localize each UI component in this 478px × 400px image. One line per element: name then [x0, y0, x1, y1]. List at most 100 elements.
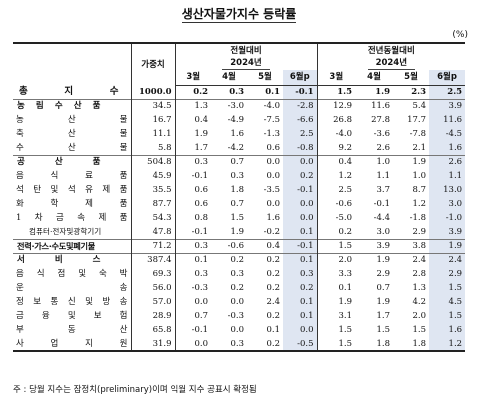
yoy-cell: 2.9 — [412, 226, 427, 237]
yoy-cell: 9.2 — [316, 141, 356, 155]
mom-cell: -0.8 — [283, 141, 318, 155]
weight-cell: 35.5 — [130, 183, 175, 197]
mom-month-current: 6월p — [283, 70, 318, 86]
mom-cell: 0.7 — [230, 199, 244, 209]
yoy-cell: -4.4 — [373, 213, 391, 223]
weight-cell: 71.2 — [130, 238, 175, 253]
mom-month: 5월 — [247, 70, 283, 86]
mom-month: 3월 — [174, 70, 211, 86]
mom-cell: -0.3 — [174, 281, 211, 295]
yoy-cell: 13.0 — [429, 183, 466, 197]
yoy-cell: 1.0 — [412, 171, 427, 181]
mom-cell: 1.3 — [174, 98, 211, 113]
yoy-cell: 1.9 — [429, 238, 466, 253]
yoy-cell: 3.9 — [429, 98, 466, 113]
yoy-cell: 1.2 — [316, 169, 356, 183]
yoy-cell: 1.8 — [393, 337, 430, 352]
mom-cell: 0.7 — [174, 309, 211, 323]
mom-cell: 0.2 — [266, 283, 280, 293]
yoy-cell: 1.5 — [376, 325, 391, 335]
table-row: 총 지 수 1000.0 0.2 0.3 0.1 -0.1 1.5 1.9 2.3 2.5 — [13, 85, 466, 99]
row-label: 전력·가스·수도및폐기물 — [13, 238, 131, 253]
mom-cell: 0.0 — [266, 199, 280, 209]
table-row: 음 식 점 및 숙 박 69.3 0.3 0.3 0.2 0.3 3.3 2.9 2.8 2.9 — [13, 267, 466, 281]
table-row: 석 탄 및 석 유 제 품 35.5 0.6 1.8 -3.5 -0.1 2.5 3.7 8.7… — [13, 183, 466, 197]
mom-cell: 0.0 — [283, 211, 318, 225]
mom-cell: 0.1 — [265, 87, 280, 97]
mom-cell: 0.2 — [230, 283, 244, 293]
yoy-cell: 5.4 — [393, 98, 430, 113]
yoy-cell: 1.6 — [429, 141, 466, 155]
mom-cell: 0.8 — [174, 211, 211, 225]
yoy-cell: 2.6 — [429, 154, 466, 169]
mom-cell: 0.6 — [266, 142, 280, 153]
yoy-cell: -1.0 — [429, 211, 466, 225]
mom-cell: -0.1 — [283, 85, 318, 99]
yoy-cell: 2.5 — [429, 85, 466, 99]
mom-cell: 0.2 — [266, 269, 280, 279]
mom-cell: 0.3 — [211, 337, 247, 352]
row-label: 음 식 료 품 — [16, 171, 128, 181]
yoy-cell: 3.3 — [316, 267, 356, 281]
table-row: 1 차 금 속 제 품 54.3 0.8 1.5 1.6 0.0 -5.0 -4.4 -1.8-… — [13, 211, 466, 225]
mom-cell: 0.3 — [230, 171, 244, 181]
mom-header: 전월대비 — [174, 42, 318, 57]
mom-cell: -2.8 — [283, 98, 318, 113]
weight-cell: 16.7 — [130, 113, 175, 127]
footnote: 주 : 당월 지수는 잠정치(preliminary)이며 익월 지수 공표시 … — [13, 385, 257, 395]
weight-cell: 87.7 — [130, 197, 175, 211]
yoy-cell: 1.9 — [375, 87, 391, 97]
mom-cell: -0.1 — [174, 323, 211, 337]
yoy-cell: 1.1 — [429, 169, 466, 183]
yoy-cell: 2.9 — [429, 267, 466, 281]
row-label: 농 림 수 산 품 — [13, 98, 131, 113]
weight-cell: 387.4 — [130, 252, 175, 267]
yoy-cell: 1.9 — [316, 295, 356, 309]
yoy-cell: 2.8 — [412, 269, 427, 279]
yoy-cell: 8.7 — [412, 185, 427, 195]
table-row: 화 학 제 품 87.7 0.6 0.7 0.0 0.0 -0.6 -0.1 1.2 3.0 — [13, 197, 466, 211]
label-header — [13, 42, 131, 85]
weight-cell: 5.8 — [130, 141, 175, 155]
mom-cell: 0.3 — [230, 269, 244, 279]
mom-cell: 0.1 — [283, 309, 318, 323]
table-row: 금 융 및 보 험 28.9 0.7 -0.3 0.2 0.1 3.1 1.7 2.0 1.5 — [13, 309, 466, 323]
mom-cell: -7.5 — [263, 115, 280, 125]
mom-cell: 0.2 — [211, 252, 247, 267]
mom-cell: 1.8 — [230, 185, 244, 195]
yoy-cell: 1.9 — [355, 252, 394, 267]
mom-cell: 0.3 — [283, 267, 318, 281]
mom-cell: -4.2 — [227, 142, 244, 153]
yoy-cell: 0.7 — [376, 283, 391, 293]
mom-cell: 1.6 — [230, 129, 244, 139]
mom-cell: 0.4 — [174, 113, 211, 127]
row-label: 화 학 제 품 — [16, 199, 128, 209]
yoy-cell: 3.8 — [393, 238, 430, 253]
mom-month: 4월 — [211, 70, 247, 86]
yoy-cell: 2.4 — [393, 252, 430, 267]
table-row: 운 송 56.0 -0.3 0.2 0.2 0.2 0.1 0.7 1.3 1.5 — [13, 281, 466, 295]
yoy-header: 전년동월대비 — [316, 42, 466, 57]
mom-cell: -0.1 — [174, 225, 211, 239]
yoy-cell: 2.9 — [376, 269, 391, 279]
yoy-cell: 2.4 — [429, 252, 466, 267]
yoy-cell: 2.1 — [412, 142, 427, 153]
mom-cell: 0.3 — [229, 87, 244, 97]
mom-cell: 2.5 — [283, 127, 318, 141]
yoy-cell: 3.0 — [376, 226, 391, 237]
yoy-cell: 1.0 — [355, 154, 394, 169]
mom-cell: 2.4 — [266, 297, 280, 307]
mom-cell: 0.2 — [266, 311, 280, 321]
yoy-cell: 3.7 — [376, 185, 391, 195]
mom-cell: 0.0 — [283, 154, 318, 169]
yoy-cell: 1.9 — [376, 297, 391, 307]
row-label: 총 지 수 — [19, 85, 119, 97]
table-row: 부 동 산 65.8 -0.1 0.0 0.1 0.0 1.5 1.5 1.5 1.6 — [13, 323, 466, 337]
mom-cell: -0.6 — [211, 238, 247, 253]
yoy-cell: 2.5 — [316, 183, 356, 197]
yoy-cell: 2.0 — [412, 311, 427, 321]
mom-cell: -3.5 — [263, 185, 280, 195]
weight-cell: 69.3 — [130, 267, 175, 281]
yoy-cell: -4.5 — [429, 127, 466, 141]
yoy-cell: 3.1 — [316, 309, 356, 323]
